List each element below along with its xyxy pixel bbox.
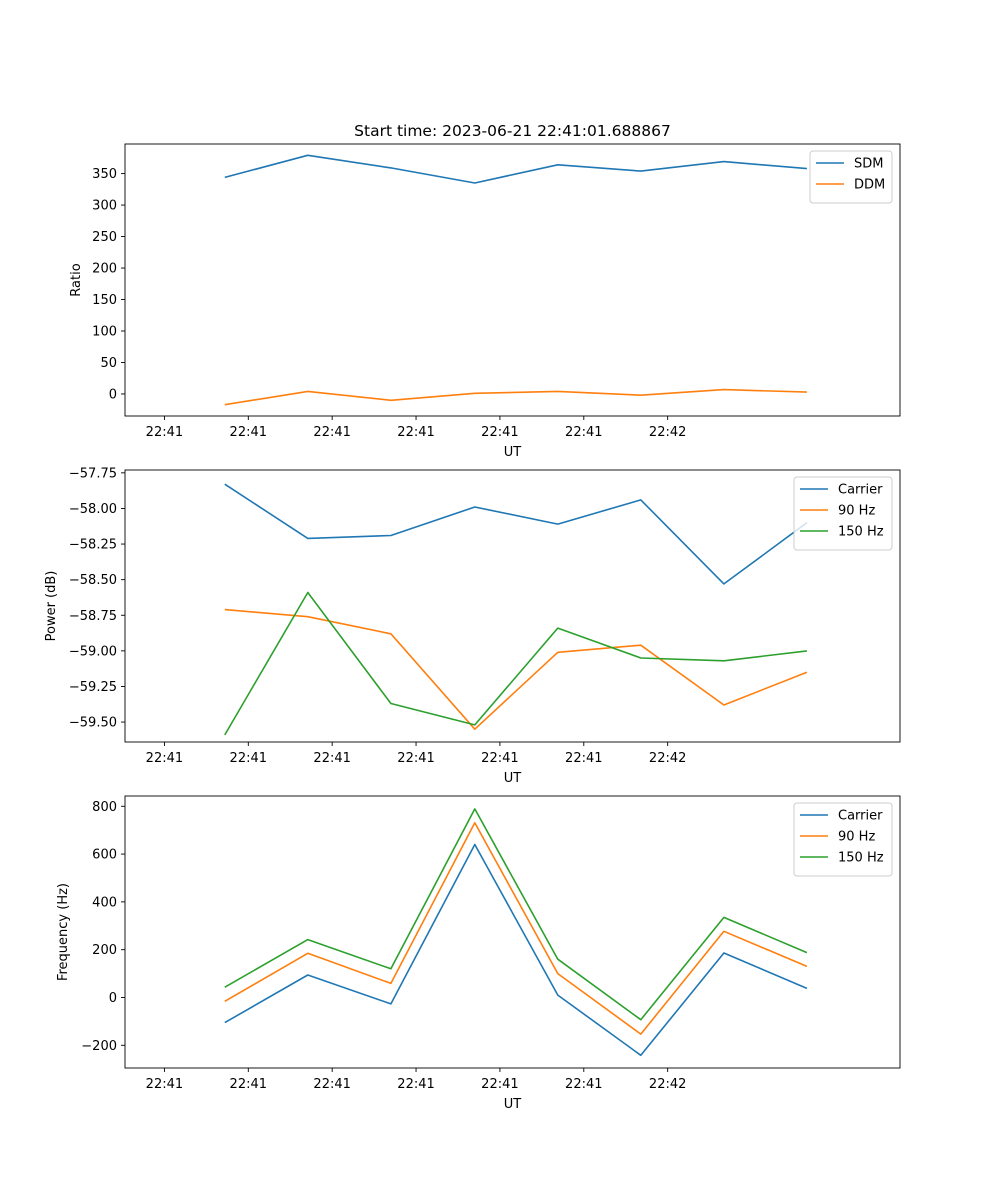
y-tick-label: 50 bbox=[100, 356, 117, 371]
y-tick-label: 600 bbox=[92, 848, 117, 863]
x-tick-label: 22:41 bbox=[481, 751, 518, 766]
x-tick-label: 22:41 bbox=[481, 425, 518, 440]
y-tick-label: 150 bbox=[92, 293, 117, 308]
y-tick-label: −200 bbox=[81, 1039, 117, 1054]
x-tick-label: 22:42 bbox=[649, 425, 686, 440]
subplot-2: 22:41 22:41 22:41 22:41 22:41 22:41 22:42 −59.5… bbox=[44, 466, 901, 786]
x-tick-label: 22:41 bbox=[397, 1077, 434, 1092]
y-tick-label: 200 bbox=[92, 943, 117, 958]
subplot-3: 22:41 22:41 22:41 22:41 22:41 22:41 22:42 −200 0… bbox=[56, 795, 901, 1112]
x-axis-label: UT bbox=[504, 1097, 522, 1112]
y-tick-label: 250 bbox=[92, 230, 117, 245]
legend-box bbox=[809, 150, 893, 204]
series-line-150-hz bbox=[224, 591, 807, 736]
x-tick-label: 22:41 bbox=[146, 751, 183, 766]
x-tick-label: 22:41 bbox=[565, 425, 602, 440]
x-tick-label: 22:41 bbox=[146, 425, 183, 440]
y-axis-label: Frequency (Hz) bbox=[56, 883, 71, 981]
y-tick-label: −58.50 bbox=[69, 573, 117, 588]
axes-frame bbox=[124, 143, 901, 417]
x-tick-label: 22:41 bbox=[230, 751, 267, 766]
y-tick-label: 800 bbox=[92, 800, 117, 815]
y-tick-label: 0 bbox=[109, 387, 117, 402]
legend-label: Carrier bbox=[838, 809, 883, 824]
series-line-90-hz bbox=[224, 821, 808, 1035]
x-tick-label: 22:41 bbox=[230, 1077, 267, 1092]
x-tick-label: 22:42 bbox=[649, 1077, 686, 1092]
series-line-90-hz bbox=[224, 608, 808, 731]
series-line-sdm bbox=[224, 154, 807, 184]
x-tick-label: 22:41 bbox=[565, 751, 602, 766]
y-tick-label: −59.50 bbox=[69, 716, 117, 731]
legend-label: 150 Hz bbox=[838, 851, 884, 866]
y-tick-label: −58.25 bbox=[69, 538, 117, 553]
x-tick-label: 22:42 bbox=[649, 751, 686, 766]
y-tick-label: −59.00 bbox=[69, 644, 117, 659]
y-tick-label: −58.00 bbox=[69, 502, 117, 517]
x-axis-label: UT bbox=[504, 771, 522, 786]
x-tick-label: 22:41 bbox=[313, 1077, 350, 1092]
x-tick-label: 22:41 bbox=[397, 751, 434, 766]
y-tick-label: −59.25 bbox=[69, 680, 117, 695]
y-tick-label: 300 bbox=[92, 199, 117, 214]
legend: Carrier 90 Hz 150 Hz bbox=[793, 476, 893, 551]
legend: Carrier 90 Hz 150 Hz bbox=[793, 802, 893, 877]
y-axis-label: Ratio bbox=[69, 263, 84, 296]
x-tick-label: 22:41 bbox=[397, 425, 434, 440]
y-axis-label: Power (dB) bbox=[44, 571, 59, 642]
series-line-150-hz bbox=[224, 808, 808, 1021]
x-tick-label: 22:41 bbox=[565, 1077, 602, 1092]
axes-frame bbox=[124, 469, 901, 743]
legend-label: SDM bbox=[854, 157, 883, 172]
x-tick-label: 22:41 bbox=[481, 1077, 518, 1092]
y-tick-label: −57.75 bbox=[69, 466, 117, 481]
legend-label: 90 Hz bbox=[838, 504, 875, 519]
legend-label: 90 Hz bbox=[838, 830, 875, 845]
axes-frame bbox=[124, 795, 901, 1069]
series-line-carrier bbox=[224, 483, 808, 585]
chart-title: Start time: 2023-06-21 22:41:01.688867 bbox=[354, 122, 671, 140]
subplot-1: 22:41 22:41 22:41 22:41 22:41 22:41 22:42 0 50 10… bbox=[69, 122, 901, 460]
y-tick-label: −58.75 bbox=[69, 609, 117, 624]
x-axis-label: UT bbox=[504, 445, 522, 460]
series-line-ddm bbox=[224, 388, 807, 406]
legend-label: 150 Hz bbox=[838, 525, 884, 540]
x-tick-label: 22:41 bbox=[230, 425, 267, 440]
legend-label: DDM bbox=[854, 178, 885, 193]
x-tick-label: 22:41 bbox=[313, 751, 350, 766]
y-tick-label: 350 bbox=[92, 167, 117, 182]
y-tick-label: 400 bbox=[92, 895, 117, 910]
legend: SDM DDM bbox=[809, 150, 893, 204]
x-tick-label: 22:41 bbox=[146, 1077, 183, 1092]
y-tick-label: 200 bbox=[92, 262, 117, 277]
legend-label: Carrier bbox=[838, 483, 883, 498]
x-tick-label: 22:41 bbox=[313, 425, 350, 440]
series-line-carrier bbox=[224, 843, 808, 1057]
y-tick-label: 0 bbox=[109, 991, 117, 1006]
y-tick-label: 100 bbox=[92, 325, 117, 340]
